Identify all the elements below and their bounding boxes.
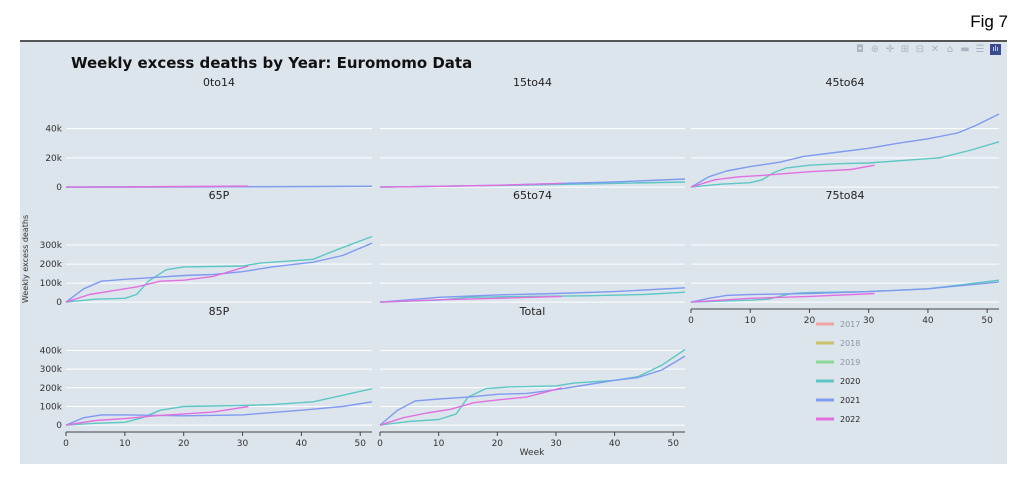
plotly-logo-icon[interactable]: ılı: [990, 44, 1001, 55]
compare-icon[interactable]: ☰: [975, 43, 985, 55]
panel-total-line-2021: [379, 355, 686, 426]
plot-toolbar: ◘ ⊕ ✛ ⊞ ⊟ ✕ ⌂ ▬ ☰ ılı: [855, 44, 1001, 55]
panel-75to84-xtick-label: 0: [688, 316, 694, 326]
legend-label-2018: 2018: [840, 339, 860, 348]
panel-75to84-line-2022: [690, 292, 875, 303]
panel-0to14-ytick-label: 0: [56, 183, 62, 193]
panel-85p-xtick-label: 20: [178, 439, 190, 449]
panel-0to14-ytick-label: 20k: [45, 154, 62, 164]
panel-65p-line-2021: [65, 242, 373, 303]
y-axis-label: Weekly excess deaths: [21, 215, 30, 303]
panel-85p-line-2021: [65, 401, 373, 426]
panel-total-line-2022: [379, 387, 562, 426]
zoom-in-icon[interactable]: ⊞: [900, 43, 910, 55]
panel-75to84-xtick-label: 10: [745, 316, 757, 326]
legend-label-2022: 2022: [840, 415, 860, 424]
panel-total-xtick-label: 10: [433, 439, 445, 449]
panel-45to64-line-2021: [690, 113, 1000, 188]
panel-total-xtick-label: 0: [377, 439, 383, 449]
camera-icon[interactable]: ◘: [856, 43, 864, 55]
panel-total-title: Total: [519, 305, 546, 318]
panel-65p-line-2020: [65, 235, 373, 303]
panel-65to74-line-2022: [379, 295, 562, 303]
panel-total-xtick-label: 20: [492, 439, 504, 449]
spike-icon[interactable]: ▬: [960, 43, 970, 55]
chart-title: Weekly excess deaths by Year: Euromomo D…: [71, 54, 472, 72]
panel-85p-xtick-label: 10: [119, 439, 131, 449]
panel-total-xtick-label: 50: [668, 439, 680, 449]
panel-0to14-ytick-label: 40k: [45, 125, 62, 135]
legend-label-2021: 2021: [840, 396, 860, 405]
panel-85p-ytick-label: 0: [56, 421, 62, 431]
panel-75to84-xtick-label: 50: [981, 316, 993, 326]
home-icon[interactable]: ⌂: [946, 43, 954, 55]
panel-75to84-line-2021: [690, 281, 1000, 303]
legend-label-2020: 2020: [840, 377, 860, 386]
panel-85p-title: 85P: [209, 305, 230, 318]
panel-85p-xtick-label: 0: [63, 439, 69, 449]
panel-65to74-line-2021: [379, 287, 686, 303]
panel-85p-xtick-label: 40: [296, 439, 308, 449]
zoom-out-icon[interactable]: ⊟: [915, 43, 925, 55]
figure-panel: ◘ ⊕ ✛ ⊞ ⊟ ✕ ⌂ ▬ ☰ ılı Weekly excess deaths by Yea…: [20, 40, 1007, 464]
panel-85p-xtick-label: 50: [355, 439, 367, 449]
panel-65p-title: 65P: [209, 189, 230, 202]
panel-0to14-line-2022: [65, 185, 249, 188]
autoscale-icon[interactable]: ✕: [930, 43, 940, 55]
panel-65p-ytick-label: 300k: [40, 241, 63, 251]
panel-85p-ytick-label: 400k: [40, 346, 63, 356]
panel-65p-ytick-label: 200k: [40, 260, 63, 270]
legend-label-2017: 2017: [840, 320, 860, 329]
panel-85p-line-2022: [65, 405, 249, 426]
panel-45to64-line-2020: [690, 141, 1000, 188]
panel-total-line-2020: [379, 348, 686, 426]
x-axis-label: Week: [520, 448, 545, 458]
panel-85p-xtick-label: 30: [237, 439, 249, 449]
pan-icon[interactable]: ✛: [885, 43, 895, 55]
panel-85p-ytick-label: 200k: [40, 384, 63, 394]
panel-total-xtick-label: 40: [609, 439, 621, 449]
zoom-icon[interactable]: ⊕: [870, 43, 880, 55]
panel-75to84-xtick-label: 20: [804, 316, 816, 326]
panel-total-xtick-label: 30: [550, 439, 562, 449]
panel-15to44-title: 15to44: [513, 76, 552, 89]
figure-label: Fig 7: [970, 12, 1008, 31]
legend-label-2019: 2019: [840, 358, 860, 367]
panel-85p-ytick-label: 100k: [40, 402, 63, 412]
panel-75to84-xtick-label: 40: [922, 316, 934, 326]
panel-15to44-line-2022: [379, 182, 562, 188]
panel-65p-ytick-label: 100k: [40, 279, 63, 289]
panel-45to64-title: 45to64: [825, 76, 864, 89]
panel-75to84-title: 75to84: [825, 189, 864, 202]
panel-85p-ytick-label: 300k: [40, 365, 63, 375]
panel-75to84-xtick-label: 30: [863, 316, 875, 326]
chart-canvas: Weekly excess deaths by Year: Euromomo D…: [21, 54, 1000, 458]
panel-85p-line-2020: [65, 388, 373, 426]
panel-65p-line-2022: [65, 265, 249, 303]
panel-65to74-title: 65to74: [513, 189, 552, 202]
panel-45to64-line-2022: [690, 164, 875, 188]
panel-65p-ytick-label: 0: [56, 298, 62, 308]
panel-0to14-title: 0to14: [203, 76, 235, 89]
